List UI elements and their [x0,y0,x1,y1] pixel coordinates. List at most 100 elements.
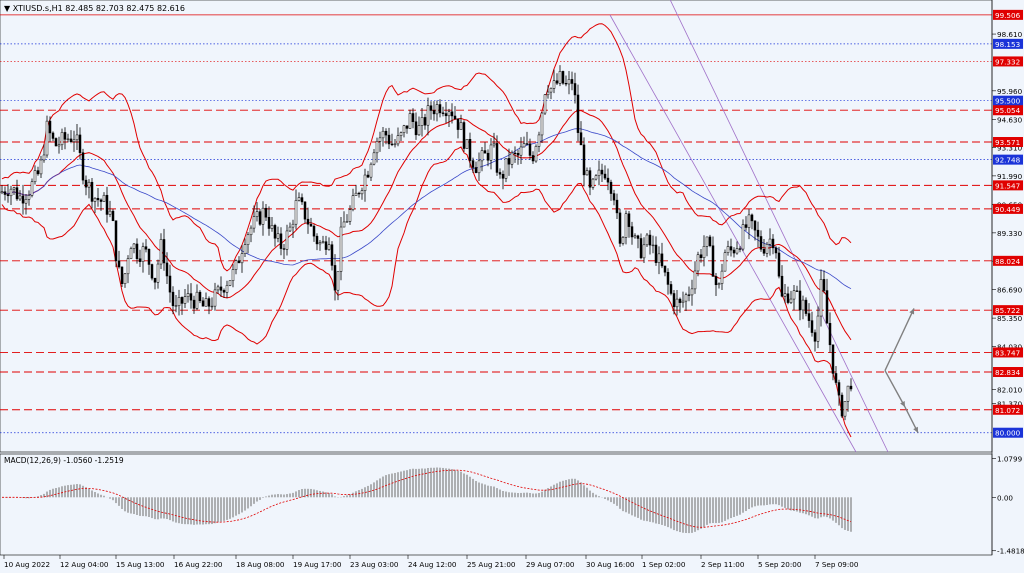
candle-body [717,283,721,286]
time-tick-label: 25 Aug 21:00 [467,560,516,569]
price-tick-label: 89.330 [997,229,1023,238]
candle-body [642,244,646,259]
candle-body [429,105,433,111]
candle-body [120,266,124,284]
candle-body [9,188,13,197]
candle-body [420,117,424,126]
candle-body [495,143,499,173]
price-tick-label: 95.960 [997,87,1023,96]
candle-body [291,223,295,228]
candle-body [588,170,592,188]
candle-body [390,143,394,146]
bollinger-middle-band [1,110,852,341]
candle-body [321,241,325,243]
candle-body [795,290,799,292]
candle-body [504,158,508,179]
candle-body [531,155,535,162]
candle-body [435,104,439,115]
level-label-bg-10 [993,305,1023,316]
candle-body [699,254,703,259]
candle-body [816,315,820,342]
candle-body [132,243,136,249]
candle-body [408,113,412,129]
candle-body [303,201,307,220]
bollinger-upper-band [1,23,852,272]
candle-body [741,224,745,250]
candle-body [840,394,844,417]
candle-body [510,152,514,165]
candle-body [597,169,601,177]
open-value: 82.485 [65,4,93,13]
level-label-bg-8 [993,203,1023,214]
candle-body [234,260,238,270]
candle-body [456,118,460,130]
close-value: 82.616 [157,4,185,13]
candle-body [480,150,484,162]
candle-body [822,279,826,291]
candle-body [426,105,430,126]
candle-body [3,191,7,195]
candle-body [117,260,121,268]
candle-body [345,221,349,223]
candle-body [630,226,634,238]
level-label-7: 91.547 [995,181,1020,190]
candle-body [294,200,298,225]
candle-body [123,273,127,284]
candle-body [825,290,829,324]
candle-body [84,179,88,188]
candle-body [690,288,694,296]
candle-body [276,233,280,239]
candle-body [804,299,808,314]
candle-body [423,117,427,126]
candle-body [522,143,526,148]
candle-body [564,83,568,85]
candle-body [243,244,247,255]
price-tick-label: 86.690 [997,285,1023,294]
candle-body [372,152,376,165]
candle-body [687,294,691,296]
candle-body [129,248,133,259]
candle-body [540,112,544,136]
time-tick-label: 30 Aug 16:00 [586,560,635,569]
candle-body [231,269,235,281]
horizontal-levels [0,14,992,434]
candle-body [219,286,223,291]
candle-body [570,79,574,84]
candle-body [183,296,187,304]
candle-body [378,137,382,142]
candle-body [207,298,211,307]
level-label-bg-9 [993,255,1023,266]
candle-body [411,113,415,122]
moving-average-line [1,128,852,290]
high-value: 82.703 [96,4,124,13]
candle-body [546,91,550,96]
candle-body [39,159,43,175]
level-label-0: 99.506 [995,11,1021,20]
candle-body [582,144,586,176]
candle-body [759,236,763,250]
level-label-9: 88.024 [995,257,1021,266]
arrow-head-icon [913,426,918,433]
candle-body [675,298,679,308]
time-tick-label: 7 Sep 09:00 [815,560,859,569]
price-tick-label: 85.350 [997,314,1023,323]
candle-body [66,138,70,140]
candle-body [330,244,334,266]
price-tick-label: 94.630 [997,115,1023,124]
level-label-bg-7 [993,180,1023,191]
candle-body [195,291,199,309]
candle-body [459,122,463,130]
arrow-head-icon [900,401,905,408]
candle-body [591,178,595,188]
level-label-bg-13 [993,404,1023,415]
candle-body [846,385,850,402]
candle-body [201,300,205,307]
price-tick-label: 81.370 [997,399,1023,408]
candle-body [771,238,775,249]
candle-body [42,154,46,161]
candle-body [90,181,94,202]
candle-body [633,235,637,238]
candle-body [18,195,22,200]
candle-body [252,216,256,229]
candle-body [108,210,112,215]
